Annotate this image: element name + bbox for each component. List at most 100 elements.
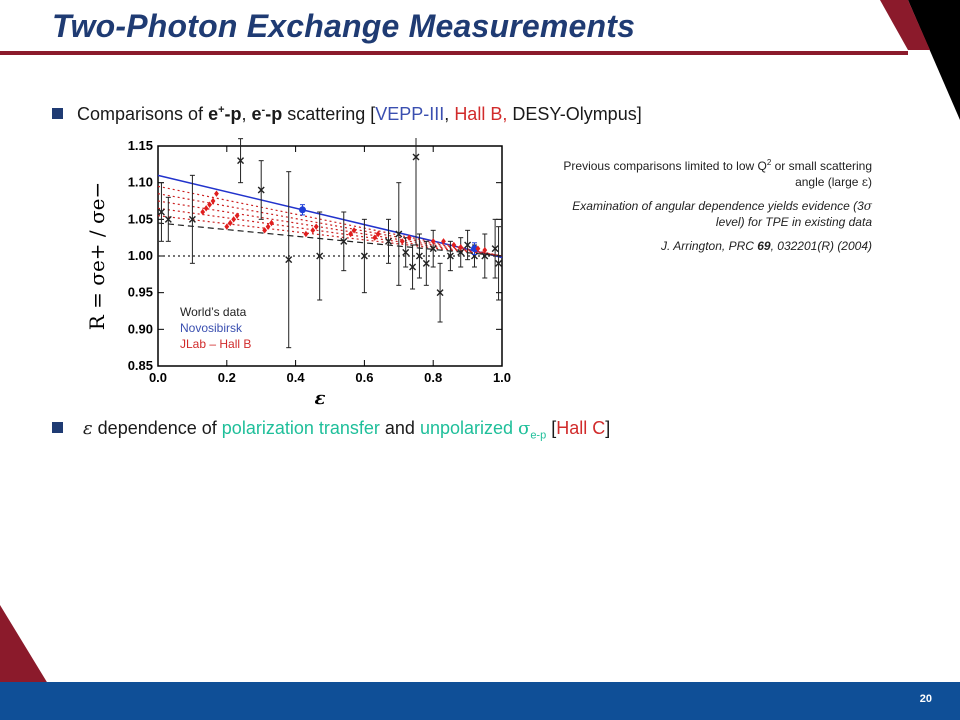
note3-volume: 69 xyxy=(757,239,771,253)
data-point-x xyxy=(402,248,410,256)
data-point-diamond xyxy=(372,234,378,241)
data-point-x xyxy=(164,215,172,223)
fit-line xyxy=(157,200,503,257)
note2-b: level) for TPE in existing data xyxy=(715,215,872,229)
data-point-diamond xyxy=(269,219,274,227)
note1-sup: 2 xyxy=(766,158,772,167)
data-point-diamond xyxy=(375,230,381,238)
y-tick-label: 0.95 xyxy=(128,285,153,300)
data-point-x xyxy=(429,245,437,253)
data-point-x xyxy=(409,263,417,271)
data-point-diamond xyxy=(207,201,212,208)
x-axis-label: ε xyxy=(315,388,326,408)
data-point-diamond xyxy=(210,197,216,205)
tpe-ratio-chart: 0.0 0.2 0.4 0.6 0.8 1.0 0.85 0.90 0.95 1.00 1.05 1.… xyxy=(85,138,511,408)
footer-bar xyxy=(0,682,960,720)
data-point-diamond xyxy=(406,234,412,241)
data-point-diamond xyxy=(430,238,436,245)
note1-a: Previous comparisons limited to low Q xyxy=(563,159,767,173)
data-point-diamond xyxy=(265,223,271,230)
y-axis-label: R = σe+ / σe− xyxy=(85,182,109,330)
data-point-diamond xyxy=(262,227,268,234)
b1-positron: e+-p xyxy=(208,104,241,124)
b1-hallb: Hall B, xyxy=(454,104,508,124)
note1-b: or small scattering angle (large xyxy=(771,159,872,189)
data-point-diamond xyxy=(313,223,319,230)
b2-and: and xyxy=(379,418,420,438)
b2-bracket-open: [ xyxy=(546,418,557,438)
data-point-diamond xyxy=(234,212,240,219)
x-tick-label: 0.6 xyxy=(355,370,373,385)
note-examination: Examination of angular dependence yields… xyxy=(560,198,872,230)
data-point-x xyxy=(495,259,503,267)
bullet-epsilon-dependence: ε dependence of polarization transfer an… xyxy=(52,418,610,442)
data-point-x xyxy=(340,237,348,245)
y-tick-label: 1.15 xyxy=(128,138,153,153)
legend-jlab-hallb: JLab – Hall B xyxy=(180,337,252,351)
x-tick-label: 0.0 xyxy=(149,370,167,385)
slide-title: Two-Photon Exchange Measurements xyxy=(52,8,636,44)
b2-sigma: σ xyxy=(518,418,531,439)
b1-comma: , xyxy=(241,104,252,124)
b2-dependence: dependence of xyxy=(92,418,222,438)
note-reference: J. Arrington, PRC 69, 032201(R) (2004) xyxy=(560,238,872,254)
data-point-x xyxy=(491,245,499,253)
y-tick-label: 0.85 xyxy=(128,358,153,373)
data-point-x xyxy=(470,252,478,260)
legend-novosibirsk: Novosibirsk xyxy=(180,321,243,335)
data-point-x xyxy=(412,153,420,161)
x-tick-label: 0.8 xyxy=(424,370,442,385)
data-point-diamond xyxy=(458,244,464,251)
data-point-diamond xyxy=(303,230,309,238)
note3-b: , 032201(R) (2004) xyxy=(770,239,872,253)
b2-unpolarized: unpolarized xyxy=(419,418,519,438)
data-point-diamond xyxy=(399,238,405,245)
data-point-x xyxy=(446,252,454,260)
data-point-diamond xyxy=(224,223,230,230)
b1-scattering: scattering [ xyxy=(282,104,376,124)
y-tick-label: 1.05 xyxy=(128,211,153,226)
x-tick-label: 1.0 xyxy=(493,370,511,385)
data-point-x xyxy=(395,230,403,238)
y-tick-label: 0.90 xyxy=(128,321,153,336)
b1-plus-sup: + xyxy=(218,104,225,116)
data-point-diamond xyxy=(351,227,357,234)
bullet-comparisons: Comparisons of e+-p, e--p scattering [VE… xyxy=(52,104,642,125)
b1-e2: e xyxy=(251,104,262,124)
b1-e: e xyxy=(208,104,219,124)
bullet-square-icon xyxy=(52,108,63,119)
data-point-x xyxy=(257,186,265,194)
b1-comma2: , xyxy=(444,104,455,124)
note1-eps: ε xyxy=(861,175,868,189)
data-point-diamond xyxy=(231,216,237,223)
legend-worlds-data: World’s data xyxy=(180,305,247,319)
fit-line xyxy=(157,193,503,257)
data-point-x xyxy=(481,252,489,260)
data-point-x xyxy=(457,248,465,256)
page-number: 20 xyxy=(919,693,932,705)
b2-eps: ε xyxy=(83,418,93,439)
data-point-x xyxy=(157,208,165,216)
fit-line xyxy=(157,185,503,257)
b1-p: -p xyxy=(224,104,242,124)
data-point-diamond xyxy=(214,190,219,197)
data-point-x xyxy=(436,289,444,297)
top-right-red-corner xyxy=(880,0,930,50)
x-tick-label: 0.2 xyxy=(218,370,236,385)
data-point-x xyxy=(415,252,423,260)
data-point-x xyxy=(188,215,196,223)
fit-line xyxy=(157,174,503,259)
fit-line xyxy=(157,222,503,257)
b1-text-1: Comparisons of xyxy=(77,104,209,124)
data-point-diamond xyxy=(310,227,316,234)
b1-electron: e--p xyxy=(252,104,283,124)
data-point-x xyxy=(422,259,430,267)
x-tick-label: 0.4 xyxy=(287,370,306,385)
bullet-square-icon xyxy=(52,422,63,433)
data-point-x xyxy=(384,237,392,245)
data-point-diamond xyxy=(451,241,457,249)
b1-minus-sup: - xyxy=(261,104,266,116)
data-point-circle xyxy=(298,206,306,214)
data-point-x xyxy=(464,241,472,249)
data-point-diamond xyxy=(203,205,209,212)
